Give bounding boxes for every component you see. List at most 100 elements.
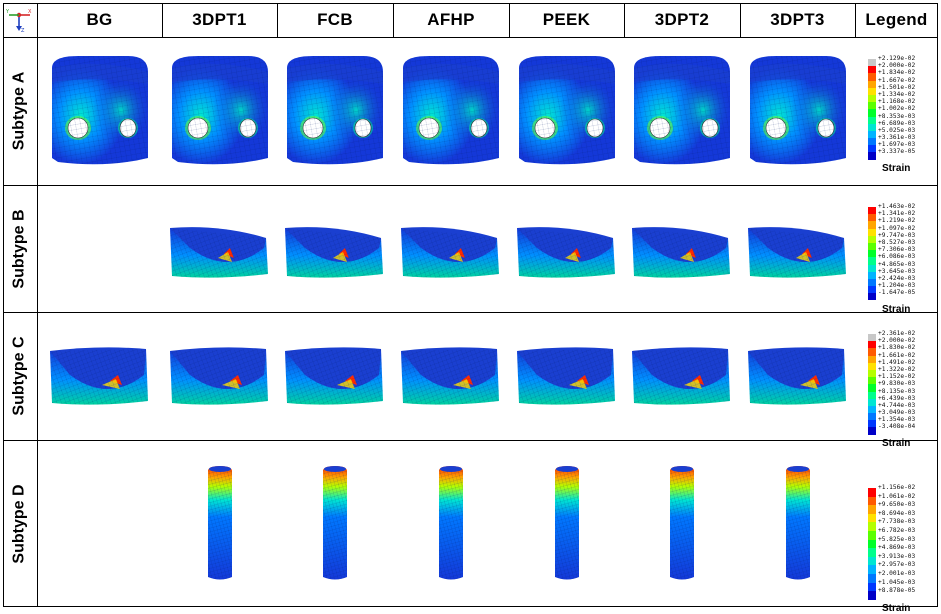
legend-value: +2.361e-02 [878, 330, 916, 337]
legend-swatch [868, 530, 876, 540]
legend-value: +1.002e-02 [878, 105, 916, 113]
column-header-fcb: FCB [317, 10, 353, 29]
legend-values: +2.361e-02 +2.000e-02 +1.830e-02 +1.661e-02… [878, 330, 916, 432]
fea-model-afhp [399, 341, 503, 416]
legend-swatch [868, 413, 876, 421]
legend-value: +2.000e-02 [878, 62, 916, 70]
legend-value: +2.001e-03 [878, 569, 916, 577]
fea-model-3dpt2 [662, 465, 702, 588]
legend-value: +3.049e-03 [878, 409, 916, 417]
legend-value: +8.527e-03 [878, 238, 916, 246]
legend-title: Strain [882, 162, 911, 174]
legend-value: +5.825e-03 [878, 535, 916, 543]
row-label-text: Subtype A [10, 71, 28, 151]
legend-value: +1.830e-02 [878, 344, 916, 352]
legend-swatch [868, 355, 876, 363]
fea-model-peek [515, 54, 619, 174]
legend-value: +1.152e-02 [878, 373, 916, 381]
legend-value: +9.747e-03 [878, 231, 916, 239]
row-label-text: Subtype B [10, 208, 28, 289]
fea-model-peek [515, 341, 619, 416]
header-divider [393, 3, 394, 37]
fea-model-peek [515, 214, 619, 289]
legend-swatch [868, 242, 876, 251]
legend-values: +1.463e-02 +1.341e-02 +1.219e-02 +1.097e-02… [878, 203, 916, 297]
fea-model-bg [48, 341, 152, 416]
legend-value: +1.097e-02 [878, 224, 916, 232]
legend-swatch [868, 130, 876, 139]
legend-swatch [868, 405, 876, 414]
legend-swatch [868, 235, 876, 243]
row-label-subtype-a: Subtype A [3, 37, 36, 185]
legend-swatch [868, 573, 876, 583]
legend-value: +1.156e-02 [878, 484, 916, 491]
legend-swatch [868, 565, 876, 574]
legend-swatch [868, 398, 876, 406]
header-divider [740, 3, 741, 37]
legend-swatch [868, 264, 876, 272]
fea-model-fcb [283, 341, 387, 416]
column-header-3dpt2: 3DPT2 [654, 10, 710, 29]
legend-value: +2.129e-02 [878, 55, 916, 62]
legend-value: +2.000e-02 [878, 337, 916, 345]
legend-value: +1.061e-02 [878, 492, 916, 500]
fea-model-afhp [399, 54, 503, 174]
legend-value: +6.439e-03 [878, 394, 916, 402]
fea-model-fcb [315, 465, 355, 588]
legend-swatch [868, 362, 876, 370]
header-divider [162, 3, 163, 37]
row-label-subtype-b: Subtype B [3, 185, 36, 312]
legend-value: +1.491e-02 [878, 358, 916, 366]
row-label-text: Subtype C [10, 336, 28, 416]
legend-values: +1.156e-02 +1.061e-02 +9.650e-03 +8.694e-03… [878, 485, 915, 597]
header-divider [624, 3, 625, 37]
legend-swatch [868, 369, 876, 378]
legend-swatch [868, 556, 876, 566]
legend-swatch [868, 496, 876, 506]
fea-model-3dpt3 [746, 341, 850, 416]
legend-swatch [868, 109, 876, 117]
legend-swatch [868, 582, 876, 592]
header-divider [37, 3, 38, 607]
legend-swatch [868, 348, 876, 356]
fea-model-peek [547, 465, 587, 588]
legend-swatch [868, 539, 876, 549]
legend-value: +6.782e-03 [878, 526, 916, 534]
legend-swatch [868, 334, 876, 342]
legend-title: Strain [882, 602, 911, 614]
legend-value: +7.306e-03 [878, 246, 916, 254]
legend-swatch [868, 271, 876, 279]
fea-model-3dpt2 [630, 341, 734, 416]
legend-value: +1.463e-02 [878, 203, 916, 210]
header-divider [277, 3, 278, 37]
legend-value: +6.086e-03 [878, 253, 916, 261]
legend-swatch [868, 250, 876, 258]
legend-value: +1.501e-02 [878, 83, 916, 91]
legend-swatch [868, 87, 876, 95]
legend-value: +1.667e-02 [878, 76, 916, 84]
legend-title: Strain [882, 303, 911, 315]
fea-model-fcb [283, 214, 387, 289]
fea-model-bg [48, 54, 152, 174]
legend-value: +1.168e-02 [878, 98, 916, 106]
legend-value: +1.322e-02 [878, 365, 916, 373]
legend-value: +8.135e-03 [878, 387, 916, 395]
row-label-subtype-c: Subtype C [3, 312, 36, 440]
strain-legend: +1.156e-02 +1.061e-02 +9.650e-03 +8.694e-03… [868, 440, 940, 614]
legend-swatch [868, 391, 876, 399]
column-header-bg: BG [86, 10, 113, 29]
row-divider [3, 312, 938, 313]
legend-color-bar [868, 488, 876, 600]
legend-values: +2.129e-02 +2.000e-02 +1.834e-02 +1.667e-02… [878, 55, 916, 157]
legend-swatch [868, 221, 876, 229]
figure-grid [3, 3, 938, 607]
fea-model-3dpt1 [168, 54, 272, 174]
row-divider [3, 37, 938, 38]
legend-value: +1.341e-02 [878, 210, 916, 218]
legend-swatch [868, 94, 876, 103]
legend-swatch [868, 513, 876, 523]
legend-value: +5.025e-03 [878, 126, 916, 134]
legend-swatch [868, 384, 876, 392]
legend-swatch [868, 488, 876, 497]
row-divider [3, 185, 938, 186]
